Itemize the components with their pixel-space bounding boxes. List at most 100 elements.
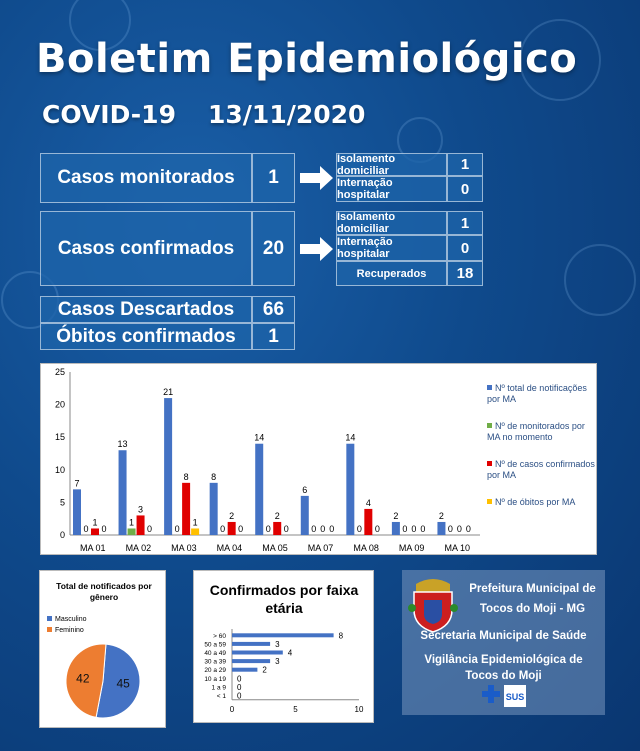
deaths-label: Óbitos confirmados	[40, 323, 252, 350]
legend-item-deaths: Nº de óbitos por MA	[487, 497, 575, 508]
x-tick-label: MA 03	[171, 543, 197, 553]
bar-value-label: 0	[175, 524, 180, 534]
bar	[73, 489, 81, 535]
bar-value-label: 0	[284, 524, 289, 534]
bar	[300, 495, 309, 535]
age-bar	[232, 667, 258, 672]
x-tick-label: MA 02	[126, 543, 152, 553]
page-title: Boletim Epidemiológico	[36, 36, 578, 82]
bar-value-label: 0	[238, 524, 243, 534]
age-bar	[232, 650, 283, 655]
vigilancia-line-2: Tocos do Moji	[465, 670, 542, 682]
legend-item-total: Nº total de notificações por MA	[487, 383, 597, 405]
legend-swatch-deaths	[487, 499, 492, 504]
age-bar-value: 8	[339, 631, 344, 640]
x-tick-label: MA 05	[262, 543, 288, 553]
legend-label-masculino: Masculino	[55, 616, 87, 623]
bar-value-label: 0	[101, 524, 106, 534]
bar-value-label: 0	[357, 524, 362, 534]
legend-item-confirmed: Nº de casos confirmados por MA	[487, 459, 597, 481]
confirmed-home-isolation-value: 1	[447, 211, 483, 235]
age-bar-chart: 0 5 10 > 60 8 50 a 59 3 40 a 49 4 30 a 39 3 20 a 29…	[204, 629, 364, 714]
bar-value-label: 0	[220, 524, 225, 534]
confirmed-home-isolation-label: Isolamento domiciliar	[336, 211, 447, 235]
pie-value-label: 42	[76, 671, 90, 685]
bar-value-label: 21	[163, 387, 173, 397]
pie-slice	[95, 643, 141, 719]
x-tick-label: MA 09	[399, 543, 425, 553]
age-bar-value: 2	[262, 666, 267, 675]
bar-value-label: 8	[211, 472, 216, 482]
bar-value-label: 1	[92, 517, 97, 527]
legend-item-masculino: Masculino	[47, 616, 87, 623]
city-coat-of-arms-icon	[408, 579, 458, 633]
confirmed-value: 20	[252, 211, 295, 286]
recovered-label: Recuperados	[336, 261, 447, 286]
legend-label-total: Nº total de notificações por MA	[487, 383, 587, 404]
age-bar	[232, 659, 271, 664]
bar-value-label: 0	[329, 524, 334, 534]
prefeitura-panel: Prefeitura Municipal de Tocos do Moji - …	[402, 570, 605, 715]
disease-label: COVID-19	[42, 100, 176, 129]
confirmed-hospital-value: 0	[447, 235, 483, 261]
x-tick-label: MA 08	[353, 543, 379, 553]
y-tick-label: 25	[55, 367, 65, 377]
bar-value-label: 0	[266, 524, 271, 534]
gender-pie-panel: Total de notificados por gênero Masculin…	[39, 570, 166, 728]
age-category-label: > 60	[213, 633, 226, 640]
bar-value-label: 6	[302, 485, 307, 495]
bar-value-label: 2	[439, 511, 444, 521]
age-category-label: 30 a 39	[204, 659, 226, 666]
bar-value-label: 14	[254, 433, 264, 443]
bar-value-label: 14	[345, 433, 355, 443]
age-bar-value: 4	[288, 649, 293, 658]
monitored-hospital-label: Internação hospitalar	[336, 176, 447, 202]
discarded-label: Casos Descartados	[40, 296, 252, 323]
bar	[255, 443, 264, 535]
y-tick-label: 10	[55, 465, 65, 475]
bar-value-label: 2	[393, 511, 398, 521]
gender-pie-title: Total de notificados por gênero	[56, 581, 152, 602]
legend-swatch-monitored	[487, 423, 492, 428]
confirmed-hospital-label: Internação hospitalar	[336, 235, 447, 261]
bar	[437, 521, 446, 535]
report-date: 13/11/2020	[208, 100, 366, 129]
legend-swatch-feminino	[47, 627, 52, 632]
x-tick-label: MA 04	[217, 543, 243, 553]
age-chart-panel: Confirmados por faixa etária 0 5 10 > 60 8 50…	[193, 570, 374, 723]
legend-swatch-confirmed	[487, 461, 492, 466]
age-category-label: < 1	[217, 693, 227, 700]
x-tick-label: MA 10	[444, 543, 470, 553]
age-category-label: 20 a 29	[204, 667, 226, 674]
bar-value-label: 13	[118, 439, 128, 449]
vigilancia-line-1: Vigilância Epidemiológica de	[424, 654, 583, 666]
y-tick-label: 5	[60, 497, 65, 507]
monitored-arrow-icon	[300, 166, 333, 190]
legend-label-monitored: Nº de monitorados por MA no momento	[487, 421, 585, 442]
bar-value-label: 0	[311, 524, 316, 534]
age-bar-value: 3	[275, 657, 280, 666]
bar-value-label: 2	[275, 511, 280, 521]
monitored-home-isolation-value: 1	[447, 153, 483, 176]
bar	[227, 521, 236, 535]
monitored-home-isolation-label: Isolamento domiciliar	[336, 153, 447, 177]
bar	[118, 450, 127, 535]
bar	[273, 521, 282, 535]
bar-value-label: 8	[184, 472, 189, 482]
bar	[364, 508, 373, 535]
age-category-label: 10 a 19	[204, 676, 226, 683]
age-category-label: 40 a 49	[204, 650, 226, 657]
age-bar-value: 0	[237, 683, 242, 692]
age-bar-value: 3	[275, 640, 280, 649]
bar-value-label: 0	[411, 524, 416, 534]
x-tick-label: MA 01	[80, 543, 106, 553]
ma-bar-chart-panel	[40, 363, 597, 555]
age-bar	[232, 633, 334, 638]
bar-value-label: 4	[366, 498, 371, 508]
bar-value-label: 0	[83, 524, 88, 534]
age-category-label: 1 a 9	[212, 684, 227, 691]
bar-value-label: 0	[457, 524, 462, 534]
sus-logo-icon: SUS	[482, 685, 526, 707]
confirmed-arrow-icon	[300, 237, 333, 261]
